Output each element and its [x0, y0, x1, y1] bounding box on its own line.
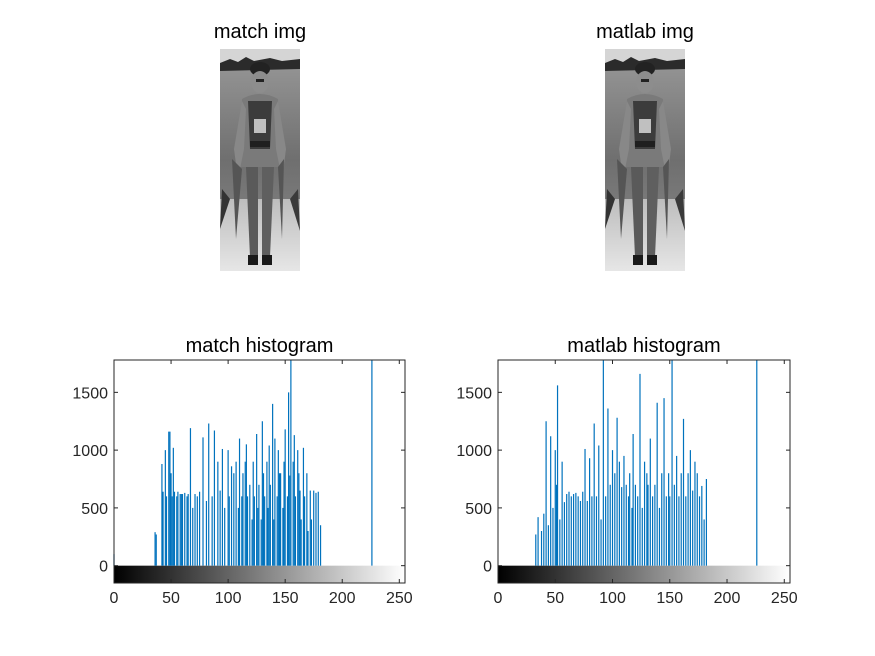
- chart-1-x-tick-label: 0: [494, 590, 503, 607]
- chart-0-y-tick-label: 0: [99, 559, 108, 576]
- chart-1-x-tick-label: 100: [599, 590, 626, 607]
- matlab-img-title: matlab img: [596, 21, 694, 43]
- chart-0-y-tick-label: 500: [81, 501, 108, 518]
- chart-0-x-tick-label: 100: [215, 590, 242, 607]
- chart-0-title: match histogram: [186, 335, 334, 357]
- match-histogram: 0 50 100 150 200 250 0 500 1000 1500 match histogr…: [72, 335, 412, 607]
- chart-1-y-tick-label: 500: [465, 501, 492, 518]
- matlab-histogram: 0 50 100 150 200 250 0 500 1000 1500 matlab histog…: [456, 335, 797, 607]
- chart-1-x-tick-label: 150: [656, 590, 683, 607]
- chart-0-y-tick-label: 1000: [72, 443, 108, 460]
- matlab-image: [605, 49, 685, 271]
- match-image: [220, 49, 300, 271]
- chart-1-y-tick-label: 1500: [456, 385, 492, 402]
- chart-0-axes-box: [113, 359, 406, 584]
- chart-1-colorbar: [498, 565, 790, 583]
- chart-0-y-tick-label: 1500: [72, 385, 108, 402]
- chart-1-x-tick-label: 200: [714, 590, 741, 607]
- chart-0-x-tick-label: 50: [162, 590, 180, 607]
- chart-1-x-tick-label: 250: [771, 590, 798, 607]
- chart-1-y-tick-label: 0: [483, 559, 492, 576]
- chart-0-x-tick-label: 200: [329, 590, 356, 607]
- chart-1-x-tick-label: 50: [546, 590, 564, 607]
- chart-1-y-tick-label: 1000: [456, 443, 492, 460]
- chart-0-x-tick-label: 0: [110, 590, 119, 607]
- match-img-title: match img: [213, 21, 307, 43]
- chart-0-colorbar: [114, 565, 405, 583]
- chart-0-x-tick-label: 150: [272, 590, 299, 607]
- chart-1-title: matlab histogram: [567, 335, 720, 357]
- chart-1-axes-box: [497, 359, 791, 584]
- chart-0-x-tick-label: 250: [386, 590, 413, 607]
